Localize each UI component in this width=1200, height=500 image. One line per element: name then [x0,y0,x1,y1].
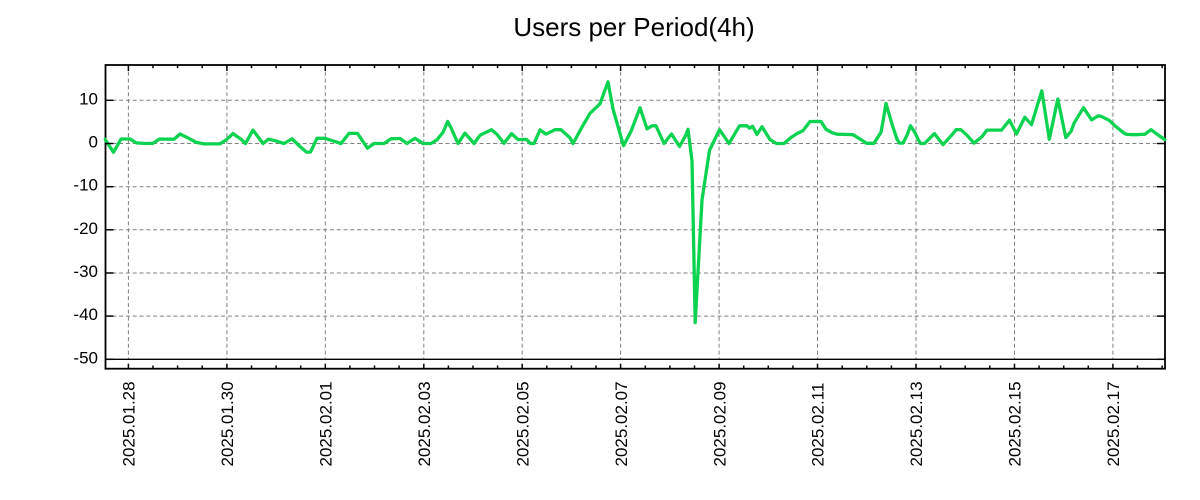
svg-text:2025.01.28: 2025.01.28 [120,381,139,466]
svg-text:2025.02.01: 2025.02.01 [317,381,336,466]
svg-text:-50: -50 [73,348,98,367]
svg-text:Users per Period(4h): Users per Period(4h) [513,12,754,42]
svg-text:10: 10 [79,89,98,108]
svg-text:2025.02.07: 2025.02.07 [612,381,631,466]
svg-text:2025.02.11: 2025.02.11 [809,383,828,467]
svg-text:2025.02.09: 2025.02.09 [710,381,729,466]
svg-text:-40: -40 [73,305,98,324]
svg-text:2025.02.03: 2025.02.03 [415,381,434,466]
svg-text:-10: -10 [73,176,98,195]
svg-text:2025.02.13: 2025.02.13 [907,381,926,466]
svg-text:2025.01.30: 2025.01.30 [218,381,237,466]
svg-text:-20: -20 [73,219,98,238]
svg-text:2025.02.15: 2025.02.15 [1006,381,1025,466]
svg-text:2025.02.05: 2025.02.05 [513,381,532,466]
svg-text:0: 0 [89,133,98,152]
svg-text:-30: -30 [73,262,98,281]
svg-text:2025.02.17: 2025.02.17 [1104,381,1123,466]
